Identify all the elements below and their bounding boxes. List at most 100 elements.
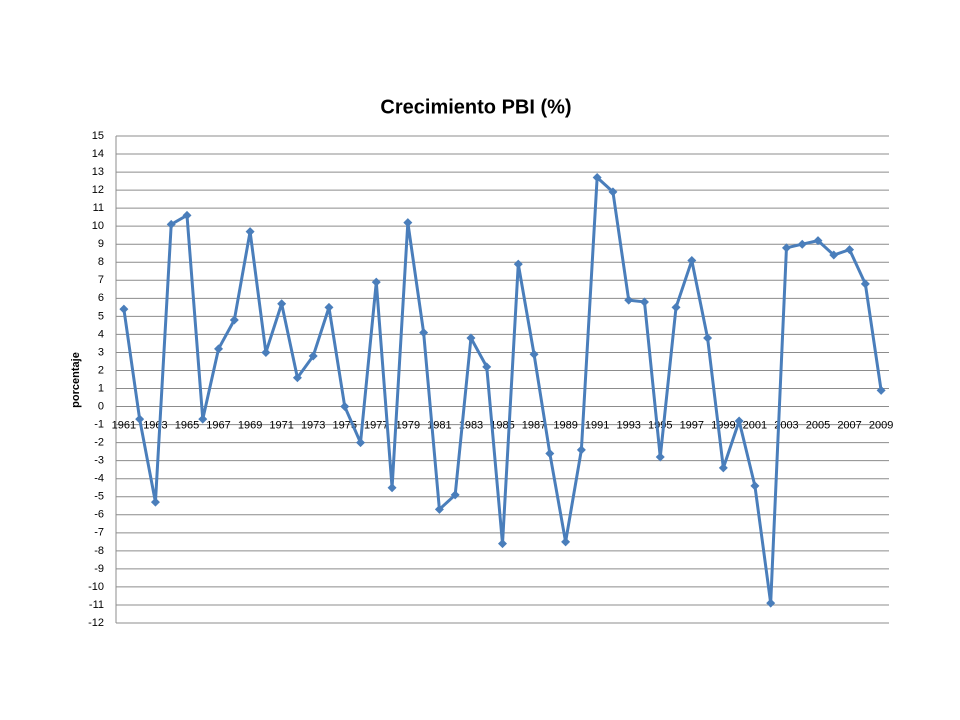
marker: [797, 239, 807, 249]
marker: [687, 255, 697, 265]
marker: [671, 302, 681, 312]
marker: [860, 279, 870, 289]
marker: [576, 445, 586, 455]
marker: [166, 219, 176, 229]
marker: [277, 299, 287, 309]
y-tick-label: -6: [94, 509, 104, 521]
x-tick-label: 1977: [364, 419, 388, 431]
y-tick-label: -11: [89, 599, 104, 611]
x-tick-label: 1963: [143, 419, 167, 431]
y-tick-label: -1: [94, 418, 104, 430]
x-tick-label: 1991: [585, 419, 609, 431]
marker: [813, 236, 823, 246]
x-tick-label: 1969: [238, 419, 262, 431]
marker: [135, 414, 145, 424]
x-tick-label: 1967: [206, 419, 230, 431]
y-tick-label: -4: [94, 473, 104, 485]
y-tick-label: -3: [94, 455, 104, 467]
marker: [624, 295, 634, 305]
y-tick-label: 13: [92, 166, 104, 178]
marker: [419, 328, 429, 338]
x-tick-label: 2005: [806, 419, 830, 431]
x-tick-label: 1965: [175, 419, 199, 431]
marker: [845, 245, 855, 255]
y-tick-label: -9: [94, 563, 104, 575]
marker: [513, 259, 523, 269]
marker: [592, 172, 602, 182]
x-tick-label: 2003: [774, 419, 798, 431]
marker: [198, 414, 208, 424]
y-tick-label: 0: [98, 400, 104, 412]
y-axis-label: porcentaje: [70, 352, 82, 408]
marker: [529, 349, 539, 359]
y-tick-label: -7: [94, 527, 104, 539]
y-tick-label: 6: [98, 292, 104, 304]
marker: [561, 537, 571, 547]
y-tick-label: 5: [98, 310, 104, 322]
marker: [482, 362, 492, 372]
x-tick-label: 1985: [490, 419, 514, 431]
y-tick-label: -10: [88, 581, 104, 593]
y-tick-label: 4: [98, 328, 104, 340]
y-tick-label: -8: [94, 545, 104, 557]
y-tick-label: 12: [92, 184, 104, 196]
marker: [261, 347, 271, 357]
marker: [655, 452, 665, 462]
y-tick-label: -5: [94, 491, 104, 503]
x-tick-label: 1983: [459, 419, 483, 431]
marker: [387, 483, 397, 493]
y-tick-label: 1: [98, 382, 104, 394]
marker: [750, 481, 760, 491]
marker: [214, 344, 224, 354]
x-tick-label: 1999: [711, 419, 735, 431]
marker: [245, 227, 255, 237]
x-tick-label: 2001: [743, 419, 767, 431]
x-tick-label: 1979: [396, 419, 420, 431]
marker: [718, 463, 728, 473]
y-tick-label: -2: [94, 437, 104, 449]
x-tick-label: 1993: [616, 419, 640, 431]
y-tick-label: 10: [92, 220, 104, 232]
marker: [829, 250, 839, 260]
x-tick-label: 2007: [837, 419, 861, 431]
marker: [766, 598, 776, 608]
marker: [356, 438, 366, 448]
y-tick-label: -12: [88, 617, 104, 629]
y-tick-label: 8: [98, 256, 104, 268]
marker: [734, 416, 744, 426]
x-tick-label: 1973: [301, 419, 325, 431]
x-tick-label: 1997: [680, 419, 704, 431]
marker: [182, 210, 192, 220]
marker: [498, 539, 507, 549]
x-tick-label: 1987: [522, 419, 546, 431]
y-tick-label: 9: [98, 238, 104, 250]
marker: [781, 243, 791, 253]
y-tick-label: 2: [98, 364, 104, 376]
chart-title: Crecimiento PBI (%): [380, 96, 571, 118]
y-tick-label: 7: [98, 274, 104, 286]
marker: [876, 385, 886, 395]
marker: [466, 333, 476, 343]
marker: [703, 333, 713, 343]
marker: [150, 497, 160, 507]
marker: [403, 218, 413, 228]
x-tick-label: 1989: [553, 419, 577, 431]
x-tick-label: 1971: [269, 419, 293, 431]
marker: [308, 351, 318, 361]
y-tick-label: 15: [92, 130, 104, 142]
marker: [340, 402, 350, 412]
marker: [434, 504, 444, 514]
x-tick-label: 1995: [648, 419, 672, 431]
y-tick-label: 3: [98, 346, 104, 358]
marker: [324, 302, 334, 312]
marker: [608, 187, 618, 197]
marker: [545, 448, 555, 458]
y-tick-label: 11: [93, 202, 104, 214]
x-tick-label: 1961: [112, 419, 136, 431]
marker: [119, 304, 129, 314]
y-tick-label: 14: [92, 148, 104, 160]
marker: [229, 315, 239, 325]
x-tick-label: 2009: [869, 419, 893, 431]
